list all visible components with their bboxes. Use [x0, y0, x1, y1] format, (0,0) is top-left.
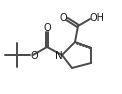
Text: O: O	[59, 13, 67, 23]
Text: O: O	[43, 23, 51, 33]
Text: O: O	[30, 51, 38, 61]
Text: N: N	[55, 51, 63, 61]
Text: OH: OH	[90, 13, 105, 23]
